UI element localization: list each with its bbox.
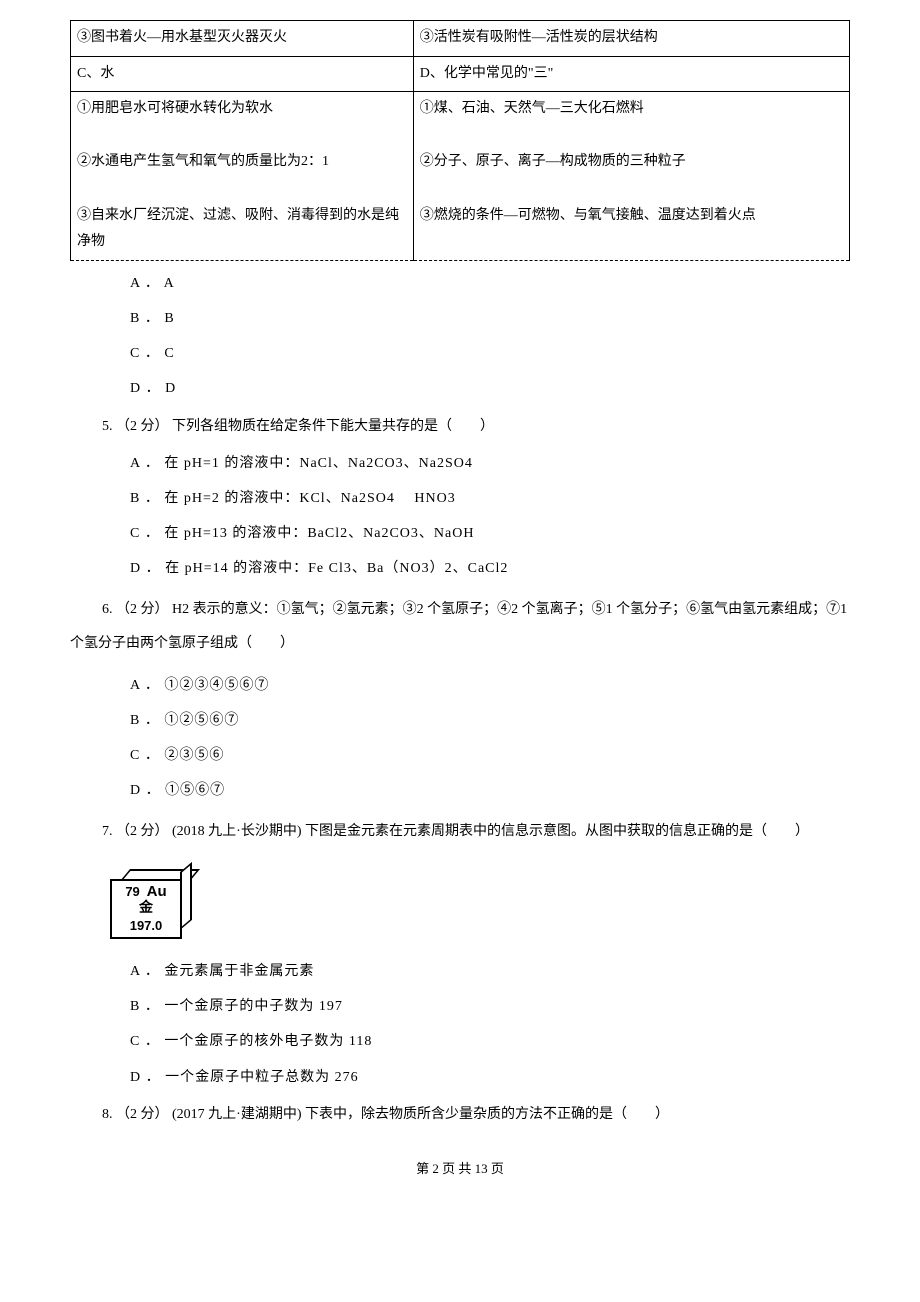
q5-option-a: A ． 在 pH=1 的溶液中：NaCl、Na2CO3、Na2SO4 bbox=[70, 451, 850, 476]
table-cell: D、化学中常见的"三" bbox=[413, 56, 849, 92]
q6-option-c: C ． ②③⑤⑥ bbox=[70, 743, 850, 768]
periodic-element-cube: 79 Au 金 197.0 bbox=[110, 869, 205, 939]
table-row: C、水 D、化学中常见的"三" bbox=[71, 56, 850, 92]
option-d: D ． D bbox=[70, 376, 850, 401]
q6-option-a: A ． ①②③④⑤⑥⑦ bbox=[70, 673, 850, 698]
table-cell: ③活性炭有吸附性—活性炭的层状结构 bbox=[413, 21, 849, 57]
element-name-cn: 金 bbox=[112, 901, 180, 918]
cube-front-face: 79 Au 金 197.0 bbox=[110, 879, 182, 939]
table-cell: C、水 bbox=[71, 56, 414, 92]
question-6-stem: 6. （2 分） H2 表示的意义：①氢气；②氢元素；③2 个氢原子；④2 个氢… bbox=[70, 602, 847, 651]
question-7-stem: 7. （2 分） (2018 九上·长沙期中) 下图是金元素在元素周期表中的信息… bbox=[70, 824, 809, 839]
comparison-table: ③图书着火—用水基型灭火器灭火 ③活性炭有吸附性—活性炭的层状结构 C、水 D、… bbox=[70, 20, 850, 261]
q7-option-a: A ． 金元素属于非金属元素 bbox=[70, 959, 850, 984]
table-cell: ③图书着火—用水基型灭火器灭火 bbox=[71, 21, 414, 57]
option-a: A ． A bbox=[70, 271, 850, 296]
q7-option-b: B ． 一个金原子的中子数为 197 bbox=[70, 994, 850, 1019]
element-symbol: Au bbox=[147, 883, 167, 900]
option-b: B ． B bbox=[70, 306, 850, 331]
option-c: C ． C bbox=[70, 341, 850, 366]
question-8-stem: 8. （2 分） (2017 九上·建湖期中) 下表中，除去物质所含少量杂质的方… bbox=[70, 1102, 850, 1127]
table-row: ①用肥皂水可将硬水转化为软水 ②水通电产生氢气和氧气的质量比为2：1 ③自来水厂… bbox=[71, 92, 850, 261]
atomic-number: 79 bbox=[125, 884, 139, 899]
q7-option-d: D ． 一个金原子中粒子总数为 276 bbox=[70, 1065, 850, 1090]
q6-option-b: B ． ①②⑤⑥⑦ bbox=[70, 708, 850, 733]
q5-option-c: C ． 在 pH=13 的溶液中：BaCl2、Na2CO3、NaOH bbox=[70, 521, 850, 546]
q7-option-c: C ． 一个金原子的核外电子数为 118 bbox=[70, 1029, 850, 1054]
q5-option-d: D ． 在 pH=14 的溶液中：Fe Cl3、Ba（NO3）2、CaCl2 bbox=[70, 556, 850, 581]
question-5-stem: 5. （2 分） 下列各组物质在给定条件下能大量共存的是（ ） bbox=[70, 414, 850, 439]
table-cell: ①用肥皂水可将硬水转化为软水 ②水通电产生氢气和氧气的质量比为2：1 ③自来水厂… bbox=[71, 92, 414, 261]
page-footer: 第 2 页 共 13 页 bbox=[70, 1157, 850, 1180]
table-cell: ①煤、石油、天然气—三大化石燃料 ②分子、原子、离子—构成物质的三种粒子 ③燃烧… bbox=[413, 92, 849, 261]
q5-option-b: B ． 在 pH=2 的溶液中：KCl、Na2SO4 HNO3 bbox=[70, 486, 850, 511]
q6-option-d: D ． ①⑤⑥⑦ bbox=[70, 778, 850, 803]
atomic-mass: 197.0 bbox=[112, 918, 180, 934]
table-row: ③图书着火—用水基型灭火器灭火 ③活性炭有吸附性—活性炭的层状结构 bbox=[71, 21, 850, 57]
